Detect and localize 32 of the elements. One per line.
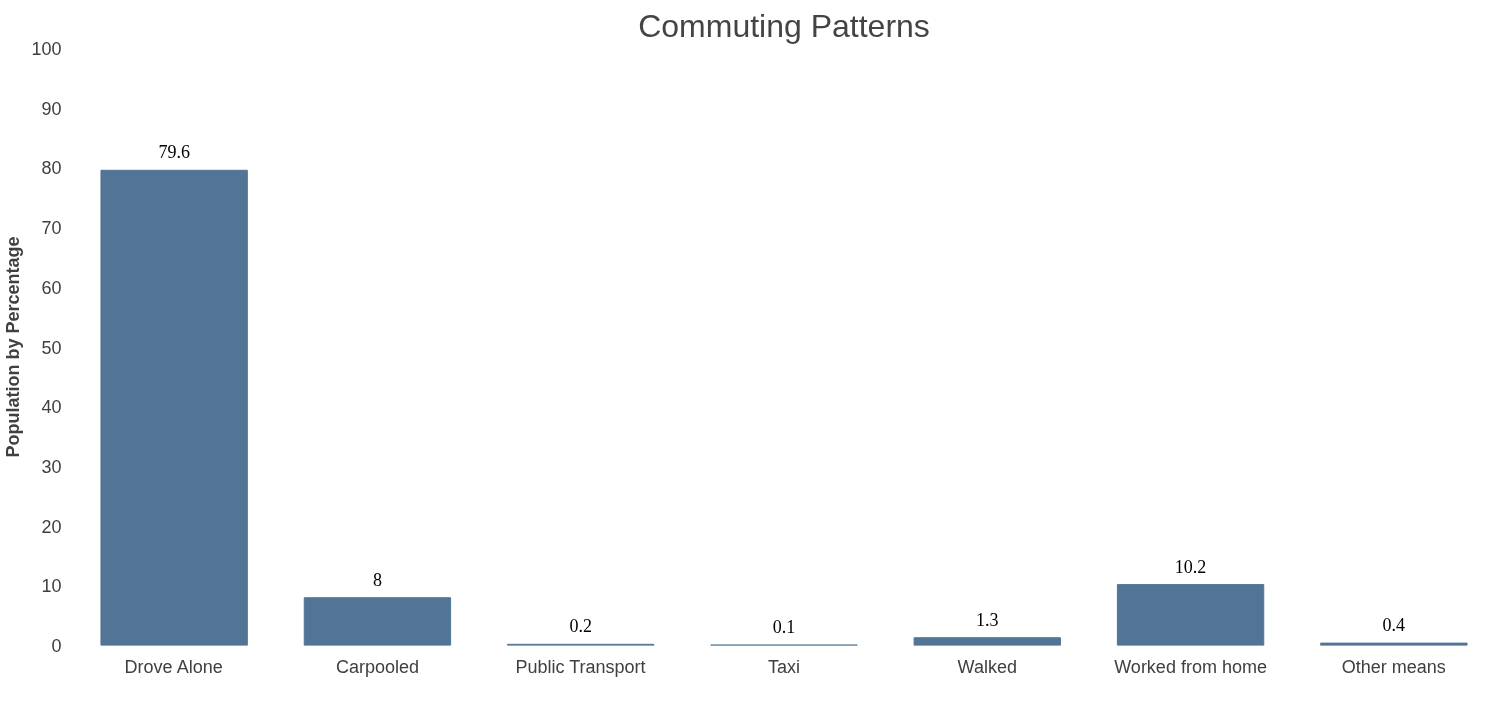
x-tick-label: Worked from home <box>1114 656 1267 677</box>
y-tick-label: 90 <box>41 98 62 119</box>
x-tick-label: Other means <box>1341 656 1446 677</box>
y-tick-label: 10 <box>41 576 62 597</box>
y-axis-title: Population by Percentage <box>3 236 24 458</box>
x-tick-label: Walked <box>957 656 1017 677</box>
bar <box>303 597 452 646</box>
y-tick-label: 40 <box>41 397 62 418</box>
data-label: 79.6 <box>158 142 190 163</box>
y-tick-label: 50 <box>41 337 62 358</box>
bar <box>100 169 248 646</box>
data-label: 8 <box>372 569 382 590</box>
y-tick-label: 20 <box>41 516 62 537</box>
y-tick-label: 60 <box>41 277 62 298</box>
y-tick-label: 100 <box>31 39 62 59</box>
bar <box>1320 642 1468 646</box>
x-tick-label: Public Transport <box>515 656 646 677</box>
y-tick-label: 80 <box>41 158 62 179</box>
x-tick-label: Carpooled <box>335 656 419 677</box>
y-tick-label: 70 <box>41 218 62 239</box>
bar <box>1116 584 1265 646</box>
data-label: 0.4 <box>1382 615 1406 636</box>
y-tick-label: 30 <box>41 456 62 477</box>
chart-title: Commuting Patterns <box>638 7 930 44</box>
bar <box>913 637 1061 646</box>
data-label: 0.2 <box>569 616 592 637</box>
x-tick-label: Drove Alone <box>124 656 223 677</box>
data-label: 10.2 <box>1174 556 1207 577</box>
x-tick-label: Taxi <box>768 656 801 677</box>
data-label: 1.3 <box>976 609 999 630</box>
data-label: 0.1 <box>772 616 796 637</box>
y-tick-label: 0 <box>51 636 62 656</box>
